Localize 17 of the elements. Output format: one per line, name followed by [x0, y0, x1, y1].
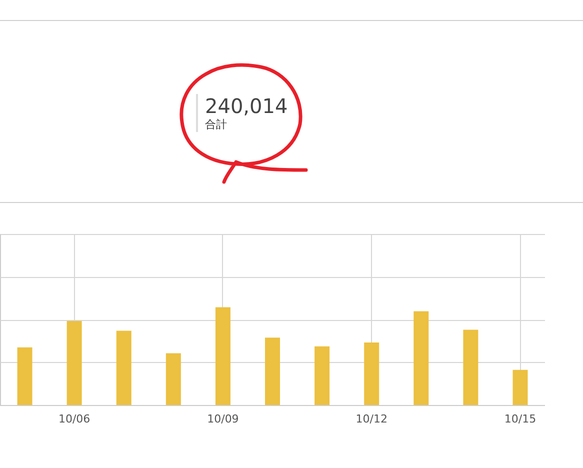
bar	[414, 311, 429, 405]
text: 合計	[205, 118, 228, 132]
text: 240,014	[205, 94, 288, 118]
bar	[265, 338, 280, 405]
bar	[66, 320, 82, 405]
x-tick-label: 10/12	[356, 412, 388, 426]
bar	[116, 330, 132, 405]
bar	[215, 307, 230, 405]
x-tick-label: 10/15	[504, 412, 536, 426]
bar	[17, 347, 32, 405]
x-tick-label: 10/09	[207, 412, 239, 426]
bar	[314, 346, 330, 405]
bar	[512, 370, 528, 405]
bar	[364, 342, 380, 405]
x-tick-label: 10/06	[58, 412, 90, 426]
bar	[166, 353, 181, 405]
bar	[463, 330, 478, 405]
